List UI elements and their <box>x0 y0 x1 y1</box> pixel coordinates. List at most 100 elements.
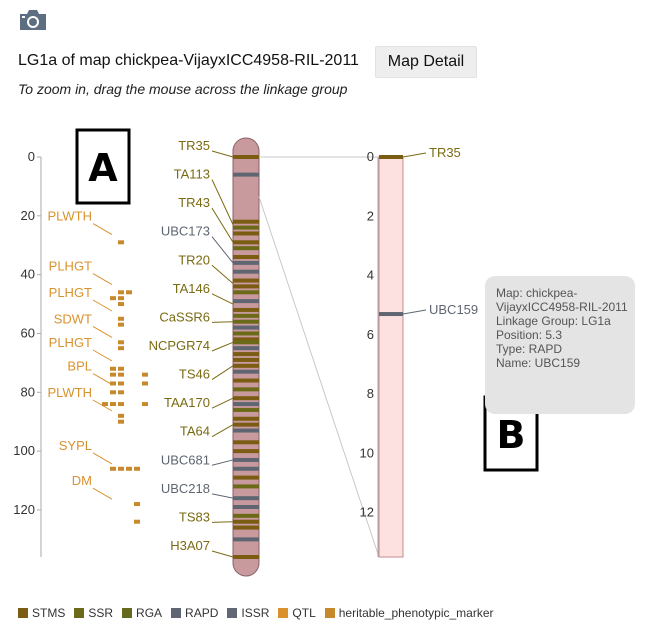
marker-band[interactable] <box>233 484 259 489</box>
qtl-label[interactable]: PLHGT <box>49 285 92 300</box>
qtl-mark[interactable] <box>134 466 140 471</box>
marker-band[interactable] <box>233 428 259 433</box>
marker-band[interactable] <box>233 337 259 342</box>
marker-band[interactable] <box>233 407 259 412</box>
camera-icon[interactable] <box>18 8 48 32</box>
zoom-marker-band[interactable] <box>379 155 403 159</box>
marker-band[interactable] <box>233 313 259 318</box>
marker-band[interactable] <box>233 475 259 480</box>
qtl-label[interactable]: DM <box>72 473 92 488</box>
marker-band[interactable] <box>233 290 259 295</box>
qtl-label[interactable]: SDWT <box>54 311 92 326</box>
qtl-mark[interactable] <box>118 419 124 424</box>
qtl-mark[interactable] <box>110 366 116 371</box>
marker-band[interactable] <box>233 416 259 421</box>
zoom-chromosome-body[interactable] <box>378 156 404 558</box>
qtl-label[interactable]: PLWTH <box>47 209 92 224</box>
qtl-label[interactable]: PLWTH <box>47 385 92 400</box>
qtl-label[interactable]: PLHGT <box>49 259 92 274</box>
marker-label[interactable]: CaSSR6 <box>159 309 210 324</box>
qtl-mark[interactable] <box>110 381 116 386</box>
marker-band[interactable] <box>233 307 259 312</box>
marker-band[interactable] <box>233 331 259 336</box>
marker-label[interactable]: TA113 <box>174 167 210 182</box>
marker-band[interactable] <box>233 319 259 324</box>
qtl-mark[interactable] <box>110 466 116 471</box>
marker-label[interactable]: TA146 <box>173 281 210 296</box>
marker-band[interactable] <box>233 440 259 445</box>
qtl-mark[interactable] <box>118 413 124 418</box>
qtl-mark[interactable] <box>118 296 124 301</box>
zoom-marker-band[interactable] <box>379 312 403 317</box>
qtl-mark[interactable] <box>118 381 124 386</box>
marker-label[interactable]: H3A07 <box>170 538 210 553</box>
marker-band[interactable] <box>233 346 259 351</box>
marker-band[interactable] <box>233 422 259 427</box>
marker-label[interactable]: UBC173 <box>161 224 210 239</box>
qtl-mark[interactable] <box>142 402 148 407</box>
marker-label[interactable]: TR43 <box>178 195 210 210</box>
marker-band[interactable] <box>233 387 259 392</box>
marker-band[interactable] <box>233 525 259 530</box>
marker-label[interactable]: UBC218 <box>161 481 210 496</box>
marker-band[interactable] <box>233 505 259 509</box>
qtl-mark[interactable] <box>110 372 116 377</box>
qtl-mark[interactable] <box>142 381 148 386</box>
qtl-mark[interactable] <box>118 346 124 351</box>
qtl-mark[interactable] <box>134 519 140 524</box>
qtl-mark[interactable] <box>118 466 124 471</box>
marker-band[interactable] <box>233 378 259 383</box>
marker-band[interactable] <box>233 299 259 304</box>
qtl-mark[interactable] <box>134 502 140 507</box>
marker-band[interactable] <box>233 396 259 401</box>
marker-band[interactable] <box>233 496 259 501</box>
marker-band[interactable] <box>233 172 259 177</box>
qtl-label[interactable]: PLHGT <box>49 335 92 350</box>
marker-label[interactable]: TR35 <box>178 138 210 153</box>
marker-label[interactable]: TS46 <box>179 367 210 382</box>
marker-band[interactable] <box>233 449 259 454</box>
marker-band[interactable] <box>233 357 259 362</box>
marker-band[interactable] <box>233 231 259 236</box>
zoom-marker-label[interactable]: TR35 <box>429 145 461 160</box>
qtl-mark[interactable] <box>118 290 124 295</box>
marker-band[interactable] <box>233 369 259 374</box>
qtl-mark[interactable] <box>126 466 132 471</box>
marker-band[interactable] <box>233 352 259 357</box>
linkage-group-chromosome[interactable]: TR35 TA113 TR43 UBC173 TR20 TA146 CaSSR6 NCPGR7… <box>149 137 260 577</box>
marker-band[interactable] <box>233 240 259 245</box>
map-detail-button[interactable]: Map Detail <box>375 46 477 78</box>
qtl-label[interactable]: SYPL <box>59 438 92 453</box>
marker-band[interactable] <box>233 260 259 265</box>
marker-band[interactable] <box>233 255 259 259</box>
qtl-mark[interactable] <box>118 366 124 371</box>
marker-band[interactable] <box>233 340 259 345</box>
marker-label[interactable]: NCPGR74 <box>149 338 210 353</box>
qtl-mark[interactable] <box>118 316 124 321</box>
qtl-mark[interactable] <box>126 290 132 295</box>
qtl-mark[interactable] <box>110 402 116 407</box>
marker-band[interactable] <box>233 269 259 274</box>
marker-label[interactable]: TAA170 <box>164 395 210 410</box>
marker-band[interactable] <box>233 519 259 524</box>
qtl-mark[interactable] <box>118 302 124 307</box>
zoom-marker-label[interactable]: UBC159 <box>429 302 478 317</box>
zoomed-linkage-group[interactable]: TR35 UBC159 <box>378 145 478 558</box>
marker-band[interactable] <box>233 555 259 559</box>
marker-band[interactable] <box>233 513 259 518</box>
chromosome-body[interactable] <box>232 137 260 577</box>
marker-band[interactable] <box>233 537 259 542</box>
qtl-mark[interactable] <box>110 296 116 301</box>
marker-band[interactable] <box>233 325 259 330</box>
marker-band[interactable] <box>233 155 259 159</box>
qtl-mark[interactable] <box>118 402 124 407</box>
qtl-label[interactable]: BPL <box>67 359 92 374</box>
qtl-mark[interactable] <box>102 402 108 407</box>
marker-band[interactable] <box>233 219 259 224</box>
marker-label[interactable]: UBC681 <box>161 452 210 467</box>
qtl-mark[interactable] <box>110 390 116 395</box>
marker-band[interactable] <box>233 466 259 471</box>
qtl-mark[interactable] <box>118 372 124 377</box>
qtl-mark[interactable] <box>118 240 124 245</box>
